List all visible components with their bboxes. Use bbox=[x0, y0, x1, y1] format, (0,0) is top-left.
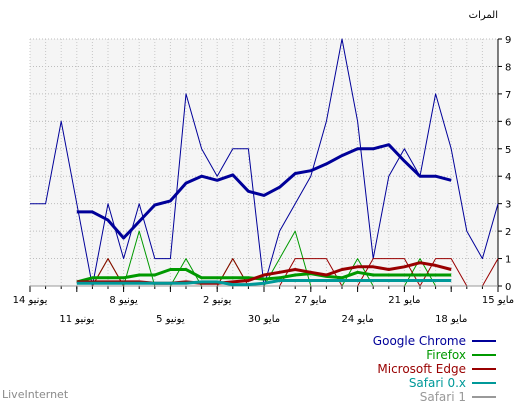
x-tick-label: 21 مايو bbox=[388, 295, 420, 306]
grid bbox=[29, 38, 499, 287]
legend-label-firefox: Firefox bbox=[426, 348, 466, 362]
x-tick-label: 24 مايو bbox=[341, 314, 373, 325]
x-tick-label: 11 يونيو bbox=[59, 314, 94, 325]
y-tick-label: 3 bbox=[505, 200, 511, 211]
series-line-safari-0-x-moving-average bbox=[76, 279, 452, 287]
legend-label-microsoft-edge: Microsoft Edge bbox=[377, 362, 466, 376]
x-tick-label: 8 يونيو bbox=[109, 295, 138, 306]
y-tick-label: 5 bbox=[505, 145, 511, 156]
series-lines bbox=[30, 38, 499, 287]
footer-brand: LiveInternet bbox=[2, 388, 69, 401]
x-tick-label: 27 مايو bbox=[295, 295, 327, 306]
legend-label-google-chrome: Google Chrome bbox=[373, 334, 466, 348]
x-tick-label: 30 مايو bbox=[248, 314, 280, 325]
x-axis: 15 مايو 21 مايو 27 مايو 2 يونيو 8 يونيو 14 يو… bbox=[13, 286, 514, 325]
y-tick-label: 2 bbox=[505, 227, 511, 238]
series-line-google-chrome-moving-average bbox=[76, 143, 452, 240]
x-tick-label: 5 يونيو bbox=[156, 314, 185, 325]
y-tick-label: 7 bbox=[505, 90, 511, 101]
series-line-firefox-moving-average bbox=[76, 268, 452, 284]
legend-label-safari-1: Safari 1 bbox=[420, 390, 466, 404]
legend-label-safari-0-x: Safari 0.x bbox=[409, 376, 466, 390]
y-tick-label: 4 bbox=[505, 172, 511, 183]
x-tick-label: 15 مايو bbox=[482, 295, 514, 306]
y-tick-label: 8 bbox=[505, 62, 511, 73]
y-tick-label: 1 bbox=[505, 255, 511, 266]
y-tick-label: 9 bbox=[505, 35, 511, 46]
x-tick-label: 18 مايو bbox=[435, 314, 467, 325]
y-tick-label: 0 bbox=[505, 282, 511, 293]
x-tick-label: 14 يونيو bbox=[13, 295, 48, 306]
y-tick-label: 6 bbox=[505, 117, 511, 128]
y-axis-label: المرات bbox=[469, 10, 498, 21]
x-tick-label: 2 يونيو bbox=[203, 295, 232, 306]
